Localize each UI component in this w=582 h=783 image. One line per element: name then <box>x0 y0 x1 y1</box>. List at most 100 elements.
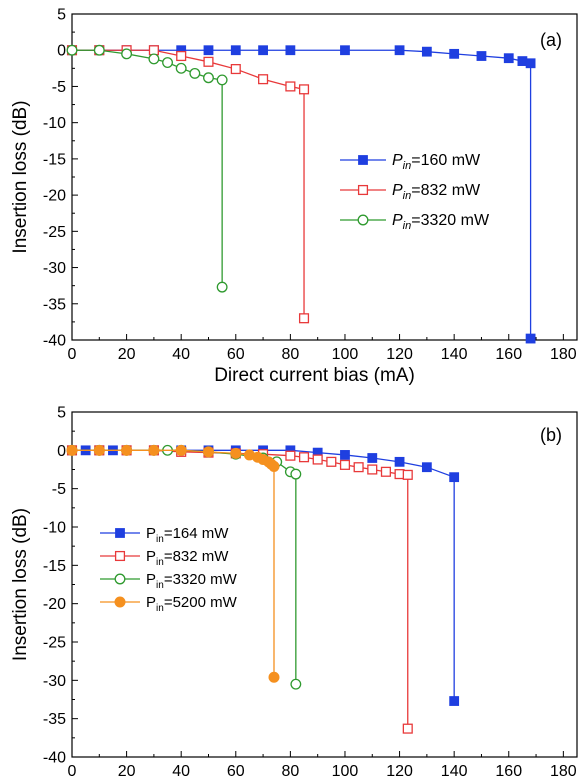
y-axis-title: Insertion loss (dB) <box>10 100 31 253</box>
legend-label: Pin=832 mW <box>392 182 481 202</box>
legend-label: Pin=3320 mW <box>146 571 238 591</box>
data-point <box>298 84 310 95</box>
y-tick-label: 5 <box>57 7 66 24</box>
data-point <box>402 723 413 734</box>
y-tick-label: -5 <box>52 481 66 498</box>
y-axis-title: Insertion loss (dB) <box>10 508 31 661</box>
x-tick-label: 40 <box>172 763 190 780</box>
data-point <box>449 696 460 706</box>
y-tick-label: -30 <box>43 260 66 277</box>
data-point <box>202 446 214 458</box>
x-tick-label: 100 <box>332 763 359 780</box>
data-point <box>203 56 214 67</box>
legend-label: Pin=832 mW <box>146 548 229 568</box>
x-tick-label: 100 <box>332 346 359 363</box>
data-point <box>203 45 214 56</box>
data-point <box>230 447 242 459</box>
data-point <box>298 313 310 324</box>
y-tick-label: -35 <box>43 296 66 313</box>
series-line <box>72 449 409 729</box>
y-tick-label: -20 <box>43 596 66 613</box>
data-point <box>285 81 296 92</box>
data-point <box>340 45 350 56</box>
data-point <box>449 472 460 483</box>
data-point <box>162 57 173 68</box>
chart-panel-a: 0 20 40 60 80 100 120 140 160 180 5 0 -5 -10 -15 -20 -25… <box>10 7 578 386</box>
data-point <box>367 453 378 463</box>
data-point <box>216 74 228 86</box>
panel-label: (a) <box>540 30 562 50</box>
data-point <box>380 466 391 477</box>
x-tick-label: 60 <box>227 763 245 780</box>
data-point <box>402 469 413 480</box>
legend-marker <box>114 573 126 585</box>
data-point <box>353 462 364 473</box>
y-tick-label: -25 <box>43 635 66 652</box>
x-tick-label: 20 <box>118 763 136 780</box>
data-point <box>285 45 296 56</box>
legend-marker <box>357 184 369 196</box>
x-tick-label: 140 <box>441 763 468 780</box>
panel-label: (b) <box>540 425 562 445</box>
x-tick-label: 120 <box>386 346 413 363</box>
data-point <box>503 53 514 64</box>
x-tick-label: 120 <box>386 763 413 780</box>
data-point <box>421 46 432 57</box>
x-tick-label: 60 <box>227 346 245 363</box>
data-point <box>285 450 296 461</box>
legend-marker <box>114 596 126 608</box>
x-tick-label: 160 <box>495 346 522 363</box>
legend-label: Pin=3320 mW <box>392 212 490 232</box>
data-point <box>290 468 302 480</box>
data-point <box>148 53 160 65</box>
x-tick-label: 0 <box>68 763 77 780</box>
data-point <box>449 48 460 59</box>
data-point <box>148 444 160 456</box>
data-point <box>312 454 323 465</box>
data-point <box>258 74 269 85</box>
y-tick-label: -10 <box>43 520 66 537</box>
y-tick-label: -15 <box>43 151 66 168</box>
data-point <box>367 464 378 475</box>
x-tick-label: 80 <box>281 346 299 363</box>
y-tick-label: -20 <box>43 188 66 205</box>
series-1 <box>67 445 460 706</box>
y-tick-label: -40 <box>43 333 66 350</box>
x-axis-title: Direct current bias (mA) <box>214 365 415 386</box>
legend-label: Pin=164 mW <box>146 525 229 545</box>
series-4 <box>66 444 280 683</box>
data-point <box>175 444 187 456</box>
y-tick-label: -15 <box>43 558 66 575</box>
legend-marker <box>115 528 125 538</box>
data-point <box>175 62 187 74</box>
data-point <box>298 452 310 463</box>
legend-marker <box>114 550 126 562</box>
data-point <box>176 50 187 62</box>
series-line <box>72 449 455 702</box>
series-2 <box>66 445 413 734</box>
chart-panel-b: 0 20 40 60 80 100 120 140 160 180 5 0 -5 -10 -15 -20 -25… <box>10 405 578 783</box>
y-tick-label: 0 <box>57 43 66 60</box>
series-3 <box>66 444 302 690</box>
data-point <box>93 444 105 456</box>
x-tick-label: 0 <box>68 346 77 363</box>
data-point <box>290 678 302 690</box>
legend: Pin=160 mW Pin=832 mW Pin=3320 mW <box>340 152 490 232</box>
data-point <box>148 45 159 56</box>
y-tick-label: -30 <box>43 673 66 690</box>
legend-label: Pin=5200 mW <box>146 594 238 614</box>
x-tick-label: 180 <box>550 346 577 363</box>
y-tick-label: 5 <box>57 405 66 422</box>
data-point <box>525 58 536 69</box>
data-point <box>66 444 78 456</box>
series-3 <box>66 44 228 293</box>
legend-marker <box>358 155 368 165</box>
plot-frame <box>71 13 578 341</box>
x-tick-label: 140 <box>441 346 468 363</box>
data-point <box>230 64 241 75</box>
data-point <box>517 56 528 66</box>
data-point <box>230 45 241 56</box>
legend-label: Pin=160 mW <box>392 152 481 172</box>
series-line <box>72 49 223 288</box>
